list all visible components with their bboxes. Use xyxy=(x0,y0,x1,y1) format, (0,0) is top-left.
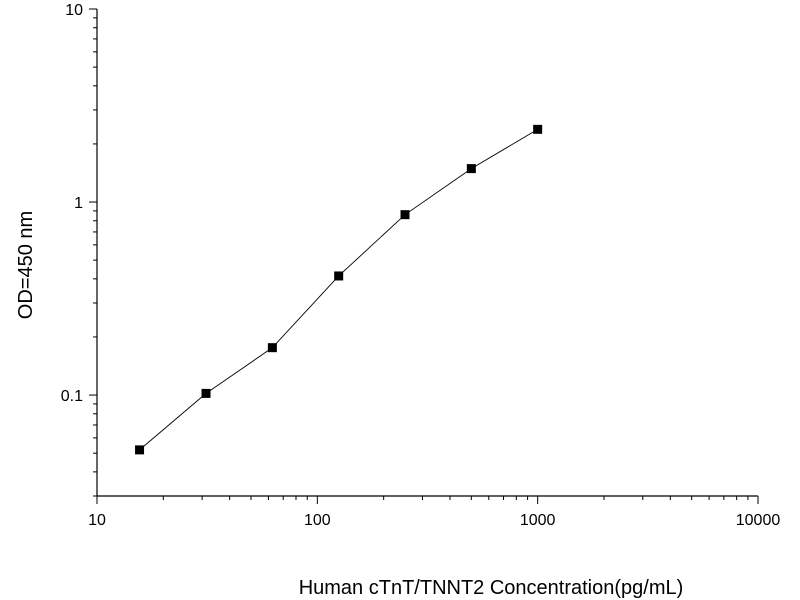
y-axis-title: OD=450 nm xyxy=(15,211,37,319)
x-tick-label: 1000 xyxy=(520,512,556,529)
plot-area xyxy=(135,124,543,455)
x-tick-label: 10000 xyxy=(736,512,781,529)
y-tick-label: 1 xyxy=(74,195,83,212)
axes xyxy=(96,9,758,497)
y-tick-label: 10 xyxy=(65,2,83,19)
data-point xyxy=(334,271,344,281)
series-line xyxy=(139,128,538,451)
data-point xyxy=(267,343,277,353)
axis-ticks xyxy=(89,8,759,504)
data-point xyxy=(135,445,145,455)
data-point xyxy=(533,124,543,134)
tick-labels: 10 100 1000 10000 0.1 1 10 xyxy=(61,2,781,529)
x-tick-label: 10 xyxy=(88,512,106,529)
data-point xyxy=(466,164,476,174)
x-axis-title: Human cTnT/TNNT2 Concentration(pg/mL) xyxy=(299,577,684,599)
y-tick-label: 0.1 xyxy=(61,388,83,405)
data-point xyxy=(400,210,410,220)
x-tick-label: 100 xyxy=(304,512,331,529)
data-point xyxy=(201,388,211,398)
